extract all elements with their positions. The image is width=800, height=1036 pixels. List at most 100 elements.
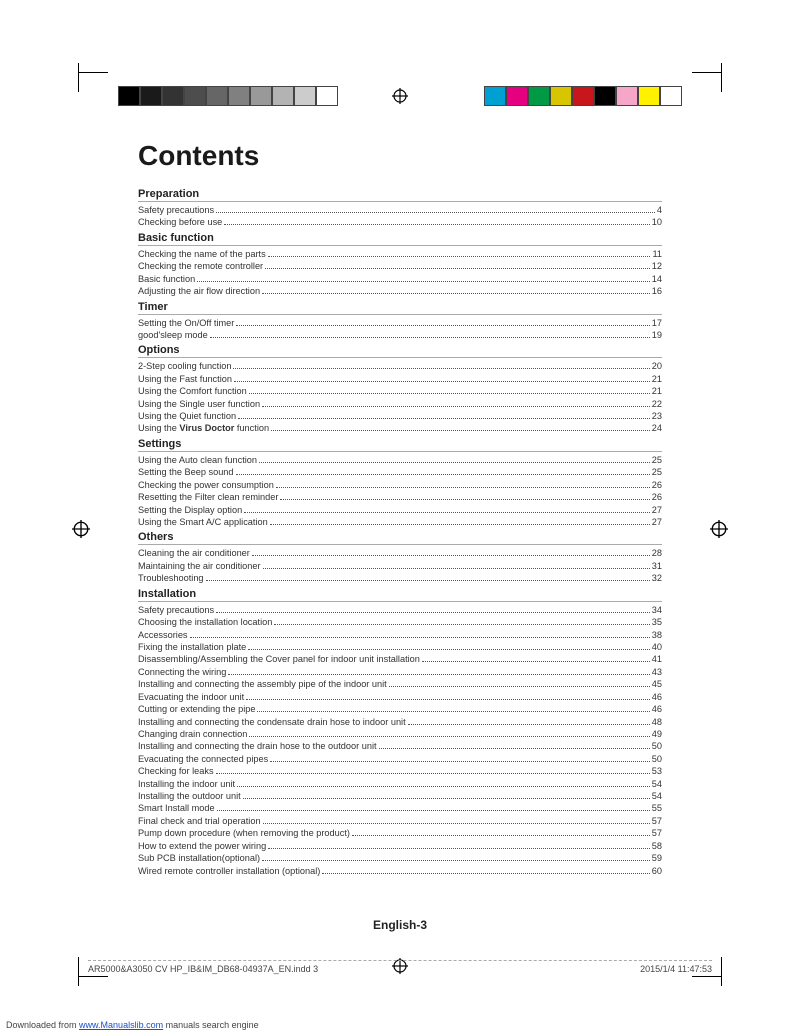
toc-entry-page: 46 bbox=[652, 703, 662, 715]
toc-leader-dots bbox=[280, 493, 649, 500]
toc-entry-page: 34 bbox=[652, 604, 662, 616]
download-source-note: Downloaded from www.Manualslib.com manua… bbox=[6, 1020, 259, 1030]
page-title: Contents bbox=[138, 140, 662, 172]
page-content: Contents Preparation Safety precautions 4 C… bbox=[138, 140, 662, 877]
toc-entry-label: Installing and connecting the assembly p… bbox=[138, 678, 387, 690]
toc-entry: Basic function14 bbox=[138, 273, 662, 285]
toc-leader-dots bbox=[408, 717, 650, 724]
toc-leader-dots bbox=[259, 456, 650, 463]
toc-entry: Disassembling/Assembling the Cover panel… bbox=[138, 653, 662, 665]
swatch bbox=[616, 86, 638, 106]
toc-entry-page: 28 bbox=[652, 547, 662, 559]
toc-entry: good'sleep mode 19 bbox=[138, 329, 662, 341]
toc-entry-page: 45 bbox=[652, 678, 662, 690]
toc-leader-dots bbox=[422, 655, 650, 662]
toc-leader-dots bbox=[249, 730, 649, 737]
toc-leader-dots bbox=[234, 374, 650, 381]
toc-entry-page: 43 bbox=[652, 666, 662, 678]
toc-entry: Connecting the wiring 43 bbox=[138, 666, 662, 678]
swatch bbox=[118, 86, 140, 106]
toc-leader-dots bbox=[246, 692, 650, 699]
toc-entry: Wired remote controller installation (op… bbox=[138, 865, 662, 877]
toc-section-heading: Options bbox=[138, 344, 662, 358]
toc-leader-dots bbox=[271, 424, 650, 431]
toc-entry-page: 26 bbox=[652, 491, 662, 503]
toc-entry-page: 58 bbox=[652, 840, 662, 852]
toc-entry-label: Setting the On/Off timer bbox=[138, 317, 234, 329]
toc-entry: Checking the power consumption26 bbox=[138, 479, 662, 491]
toc-entry: Using the Quiet function23 bbox=[138, 410, 662, 422]
toc-entry-label: Connecting the wiring bbox=[138, 666, 226, 678]
toc-section-heading: Settings bbox=[138, 438, 662, 452]
toc-entry: Cutting or extending the pipe46 bbox=[138, 703, 662, 715]
toc-entry-page: 40 bbox=[652, 641, 662, 653]
download-link[interactable]: www.Manualslib.com bbox=[79, 1020, 163, 1030]
toc-entry-label: How to extend the power wiring bbox=[138, 840, 266, 852]
toc-leader-dots bbox=[233, 362, 649, 369]
imprint-timestamp: 2015/1/4 11:47:53 bbox=[640, 964, 712, 974]
toc-entry-page: 24 bbox=[652, 422, 662, 434]
toc-entry-page: 19 bbox=[652, 329, 662, 341]
toc-leader-dots bbox=[276, 480, 650, 487]
swatch bbox=[484, 86, 506, 106]
swatch bbox=[250, 86, 272, 106]
toc-leader-dots bbox=[268, 249, 651, 256]
toc-leader-dots bbox=[210, 331, 650, 338]
toc-entry: Checking for leaks 53 bbox=[138, 765, 662, 777]
swatch bbox=[272, 86, 294, 106]
toc-entry-page: 59 bbox=[652, 852, 662, 864]
toc-entry-label: Setting the Display option bbox=[138, 504, 242, 516]
toc-entry: Setting the On/Off timer17 bbox=[138, 317, 662, 329]
swatch bbox=[638, 86, 660, 106]
toc-entry-label: Checking for leaks bbox=[138, 765, 214, 777]
toc-entry: Fixing the installation plate 40 bbox=[138, 641, 662, 653]
toc-entry-label: Safety precautions bbox=[138, 604, 214, 616]
toc-leader-dots bbox=[244, 505, 650, 512]
toc-entry: Accessories38 bbox=[138, 629, 662, 641]
toc-leader-dots bbox=[206, 574, 650, 581]
swatch bbox=[316, 86, 338, 106]
toc-entry-label: Installing and connecting the drain hose… bbox=[138, 740, 377, 752]
registration-mark-top bbox=[392, 88, 408, 104]
registration-mark-left bbox=[72, 520, 90, 538]
toc-entry-page: 10 bbox=[652, 216, 662, 228]
toc-leader-dots bbox=[243, 792, 650, 799]
toc-entry-label: Installing and connecting the condensate… bbox=[138, 716, 406, 728]
swatch bbox=[228, 86, 250, 106]
toc-entry: Using the Auto clean function25 bbox=[138, 454, 662, 466]
toc-entry: Evacuating the connected pipes50 bbox=[138, 753, 662, 765]
toc-entry: Maintaining the air conditioner31 bbox=[138, 560, 662, 572]
toc-entry-label: Checking the name of the parts bbox=[138, 248, 266, 260]
toc-leader-dots bbox=[270, 754, 650, 761]
toc-entry-label: good'sleep mode bbox=[138, 329, 208, 341]
toc-entry-page: 20 bbox=[652, 360, 662, 372]
toc-entry-page: 50 bbox=[652, 753, 662, 765]
toc-entry-page: 54 bbox=[652, 790, 662, 802]
toc-entry-page: 35 bbox=[652, 616, 662, 628]
toc-leader-dots bbox=[257, 705, 649, 712]
toc-entry-page: 48 bbox=[652, 716, 662, 728]
toc-entry-page: 54 bbox=[652, 778, 662, 790]
toc-leader-dots bbox=[263, 817, 650, 824]
toc-entry: Using the Fast function21 bbox=[138, 373, 662, 385]
toc-entry-page: 46 bbox=[652, 691, 662, 703]
toc-entry-label: Fixing the installation plate bbox=[138, 641, 246, 653]
toc-entry-label: Setting the Beep sound bbox=[138, 466, 234, 478]
toc-entry-page: 4 bbox=[657, 204, 662, 216]
toc-leader-dots bbox=[322, 866, 649, 873]
toc-entry: Installing the indoor unit54 bbox=[138, 778, 662, 790]
toc-entry: Checking the remote controller12 bbox=[138, 260, 662, 272]
color-swatches bbox=[484, 86, 682, 106]
toc-section-heading: Installation bbox=[138, 588, 662, 602]
toc-entry-page: 53 bbox=[652, 765, 662, 777]
swatch bbox=[162, 86, 184, 106]
toc-section-heading: Preparation bbox=[138, 188, 662, 202]
toc-entry-page: 32 bbox=[652, 572, 662, 584]
toc-section-heading: Timer bbox=[138, 301, 662, 315]
toc-entry: 2-Step cooling function20 bbox=[138, 360, 662, 372]
toc-entry: Resetting the Filter clean reminder26 bbox=[138, 491, 662, 503]
toc-entry: Installing and connecting the drain hose… bbox=[138, 740, 662, 752]
toc-entry: Final check and trial operation57 bbox=[138, 815, 662, 827]
toc-entry-label: Pump down procedure (when removing the p… bbox=[138, 827, 350, 839]
toc-leader-dots bbox=[248, 643, 649, 650]
